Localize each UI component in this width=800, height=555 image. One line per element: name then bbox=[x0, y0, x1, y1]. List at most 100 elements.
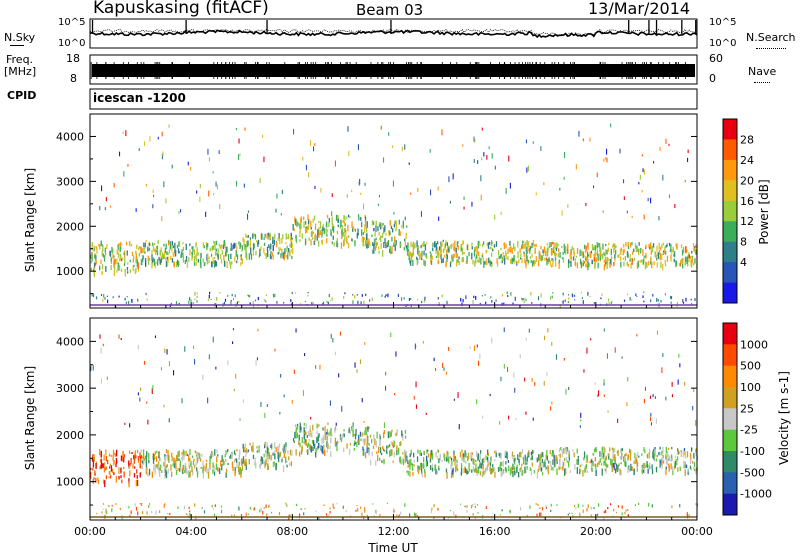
velocity-low-56 bbox=[617, 505, 619, 508]
power-low-76 bbox=[567, 301, 569, 304]
power-echo-1-216 bbox=[180, 251, 183, 258]
power-echo-3-164 bbox=[306, 228, 308, 233]
power-echo-5-146 bbox=[496, 261, 499, 267]
velocity-echo-1-219 bbox=[229, 455, 231, 459]
velocity-xtick-label-3: 12:00 bbox=[378, 525, 410, 538]
velocity-echo-5-243 bbox=[462, 453, 465, 457]
power-echo-2-17 bbox=[257, 239, 260, 245]
velocity-echo-1-3 bbox=[142, 449, 145, 455]
power-low-11 bbox=[650, 299, 652, 303]
power-echo-6-233 bbox=[618, 253, 620, 259]
velocity-echo-5-62 bbox=[456, 468, 459, 472]
velocity-low-65 bbox=[240, 514, 243, 518]
power-echo-5-278 bbox=[446, 249, 448, 254]
velocity-echo-5-196 bbox=[499, 464, 501, 471]
power-sparse-76 bbox=[314, 143, 316, 146]
velocity-echo-2-90 bbox=[264, 460, 266, 467]
velocity-echo-5-126 bbox=[438, 458, 440, 464]
power-echo-1-39 bbox=[156, 251, 159, 256]
power-echo-5-258 bbox=[456, 241, 458, 247]
power-echo-3-152 bbox=[336, 237, 338, 243]
power-echo-5-161 bbox=[499, 254, 502, 259]
velocity-echo-0-54 bbox=[109, 470, 111, 475]
power-echo-6-227 bbox=[681, 258, 683, 264]
power-sparse-163 bbox=[404, 216, 406, 221]
power-echo-4-26 bbox=[394, 244, 396, 251]
power-echo-5-267 bbox=[448, 248, 450, 252]
velocity-echo-5-82 bbox=[420, 452, 422, 456]
velocity-echo-4-40 bbox=[368, 443, 370, 446]
velocity-echo-3-4 bbox=[324, 426, 326, 432]
velocity-echo-5-164 bbox=[424, 470, 426, 478]
power-echo-6-150 bbox=[551, 248, 553, 251]
power-echo-6-124 bbox=[615, 245, 617, 248]
velocity-echo-5-290 bbox=[450, 457, 453, 461]
power-low-139 bbox=[290, 299, 292, 302]
velocity-low-120 bbox=[477, 512, 479, 514]
velocity-echo-5-138 bbox=[543, 461, 545, 468]
power-sparse-47 bbox=[564, 152, 566, 158]
velocity-echo-6-147 bbox=[654, 447, 656, 450]
power-echo-1-47 bbox=[182, 242, 184, 245]
velocity-low-202 bbox=[245, 512, 247, 517]
velocity-sparse-149 bbox=[525, 337, 527, 341]
velocity-echo-5-41 bbox=[513, 454, 515, 458]
velocity-echo-6-46 bbox=[682, 451, 684, 458]
velocity-echo-1-137 bbox=[175, 459, 177, 465]
power-echo-1-108 bbox=[170, 255, 172, 260]
velocity-colorbar-seg-1 bbox=[723, 344, 737, 367]
power-low-125 bbox=[652, 293, 654, 297]
velocity-echo-5-139 bbox=[539, 465, 541, 472]
velocity-echo-6-43 bbox=[628, 465, 630, 470]
velocity-echo-1-173 bbox=[199, 453, 201, 459]
power-sparse-1 bbox=[101, 185, 103, 192]
velocity-sparse-65 bbox=[319, 364, 321, 370]
power-low-17 bbox=[384, 296, 386, 298]
power-echo-6-284 bbox=[600, 250, 602, 257]
velocity-echo-2-93 bbox=[286, 460, 288, 463]
velocity-echo-1-195 bbox=[194, 450, 197, 453]
velocity-echo-3-80 bbox=[307, 431, 310, 436]
power-echo-5-71 bbox=[534, 247, 536, 254]
velocity-echo-5-8 bbox=[541, 452, 543, 458]
velocity-echo-5-179 bbox=[498, 466, 500, 472]
power-echo-0-92 bbox=[112, 248, 114, 255]
velocity-low-206 bbox=[472, 504, 474, 507]
velocity-echo-0-104 bbox=[93, 454, 95, 458]
power-echo-3-155 bbox=[352, 228, 354, 232]
power-echo-3-106 bbox=[321, 229, 323, 237]
power-echo-3-94 bbox=[317, 229, 319, 235]
power-echo-5-0 bbox=[444, 243, 446, 248]
power-echo-5-165 bbox=[517, 251, 519, 259]
power-echo-5-128 bbox=[534, 244, 536, 247]
power-low-103 bbox=[643, 300, 645, 303]
velocity-echo-3-13 bbox=[335, 441, 337, 446]
power-echo-2-61 bbox=[246, 254, 248, 261]
velocity-echo-6-303 bbox=[674, 461, 676, 468]
velocity-low-147 bbox=[550, 503, 552, 507]
power-echo-5-235 bbox=[455, 252, 457, 258]
velocity-echo-1-170 bbox=[234, 467, 236, 474]
velocity-echo-3-103 bbox=[295, 434, 297, 439]
power-echo-4-63 bbox=[375, 240, 377, 245]
velocity-echo-5-76 bbox=[438, 467, 440, 471]
velocity-echo-3-129 bbox=[321, 446, 323, 453]
power-sparse-31 bbox=[441, 129, 443, 136]
power-colorbar-tick-4: 12 bbox=[740, 215, 754, 228]
velocity-echo-6-109 bbox=[610, 458, 612, 465]
power-echo-5-246 bbox=[452, 242, 454, 248]
power-echo-1-186 bbox=[240, 256, 242, 260]
velocity-echo-6-197 bbox=[633, 468, 635, 475]
power-low-143 bbox=[593, 302, 595, 305]
velocity-sparse-172 bbox=[546, 372, 548, 377]
velocity-echo-3-62 bbox=[295, 449, 297, 456]
velocity-sparse-73 bbox=[356, 369, 358, 373]
velocity-echo-0-43 bbox=[111, 468, 114, 473]
velocity-echo-1-71 bbox=[153, 463, 155, 468]
velocity-echo-3-102 bbox=[364, 430, 366, 436]
power-colorbar-tick-2: 20 bbox=[740, 174, 754, 187]
velocity-echo-2-84 bbox=[273, 450, 275, 457]
power-echo-3-125 bbox=[326, 221, 328, 228]
power-echo-6-133 bbox=[641, 259, 643, 263]
power-echo-2-28 bbox=[278, 232, 280, 239]
